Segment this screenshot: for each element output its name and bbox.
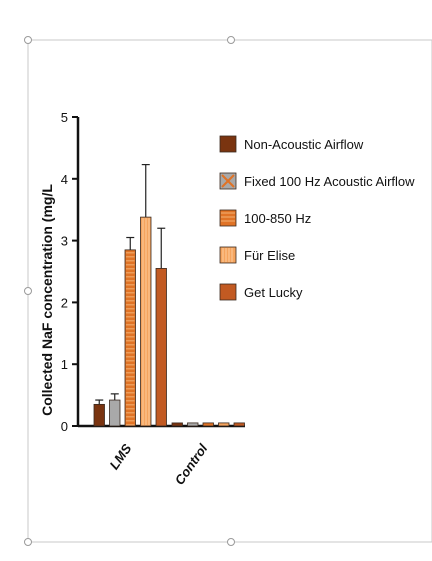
bar	[187, 422, 199, 427]
legend-label: Non-Acoustic Airflow	[244, 137, 364, 152]
frame-handle	[227, 36, 235, 44]
bar	[202, 422, 214, 427]
bar	[124, 249, 136, 427]
y-tick-label: 2	[61, 295, 68, 310]
bar	[171, 422, 183, 427]
bar	[155, 268, 167, 427]
bars	[93, 216, 245, 427]
bar	[218, 422, 230, 427]
frame-handle	[24, 538, 32, 546]
y-ticks: 0 1 2 3 4 5	[61, 110, 78, 434]
x-category-labels: LMS Control	[106, 441, 210, 488]
legend-label: 100-850 Hz	[244, 211, 311, 226]
x-category-label: Control	[172, 441, 211, 488]
y-tick-label: 1	[61, 357, 68, 372]
bar	[109, 399, 121, 427]
legend-swatch	[219, 246, 237, 264]
bar	[93, 403, 105, 427]
y-tick-label: 0	[61, 419, 68, 434]
legend-label: Get Lucky	[244, 285, 303, 300]
error-bars	[95, 163, 166, 405]
legend-swatch	[219, 209, 237, 227]
legend-swatch-pattern	[221, 174, 235, 188]
frame-handle	[24, 36, 32, 44]
selection-frame	[24, 36, 432, 546]
legend-swatch	[219, 283, 237, 301]
y-axis-title: Collected NaF concentration (mg/L	[39, 184, 55, 416]
frame-handle	[24, 287, 32, 295]
bar	[233, 422, 245, 427]
x-category-label: LMS	[106, 441, 134, 472]
y-tick-label: 4	[61, 172, 68, 187]
legend-label: Für Elise	[244, 248, 295, 263]
legend-label: Fixed 100 Hz Acoustic Airflow	[244, 174, 415, 189]
frame-handle	[227, 538, 235, 546]
y-tick-label: 5	[61, 110, 68, 125]
y-tick-label: 3	[61, 234, 68, 249]
legend-swatch	[219, 135, 237, 153]
legend: Non-Acoustic Airflow Fixed 100 Hz Acousti…	[219, 135, 415, 301]
